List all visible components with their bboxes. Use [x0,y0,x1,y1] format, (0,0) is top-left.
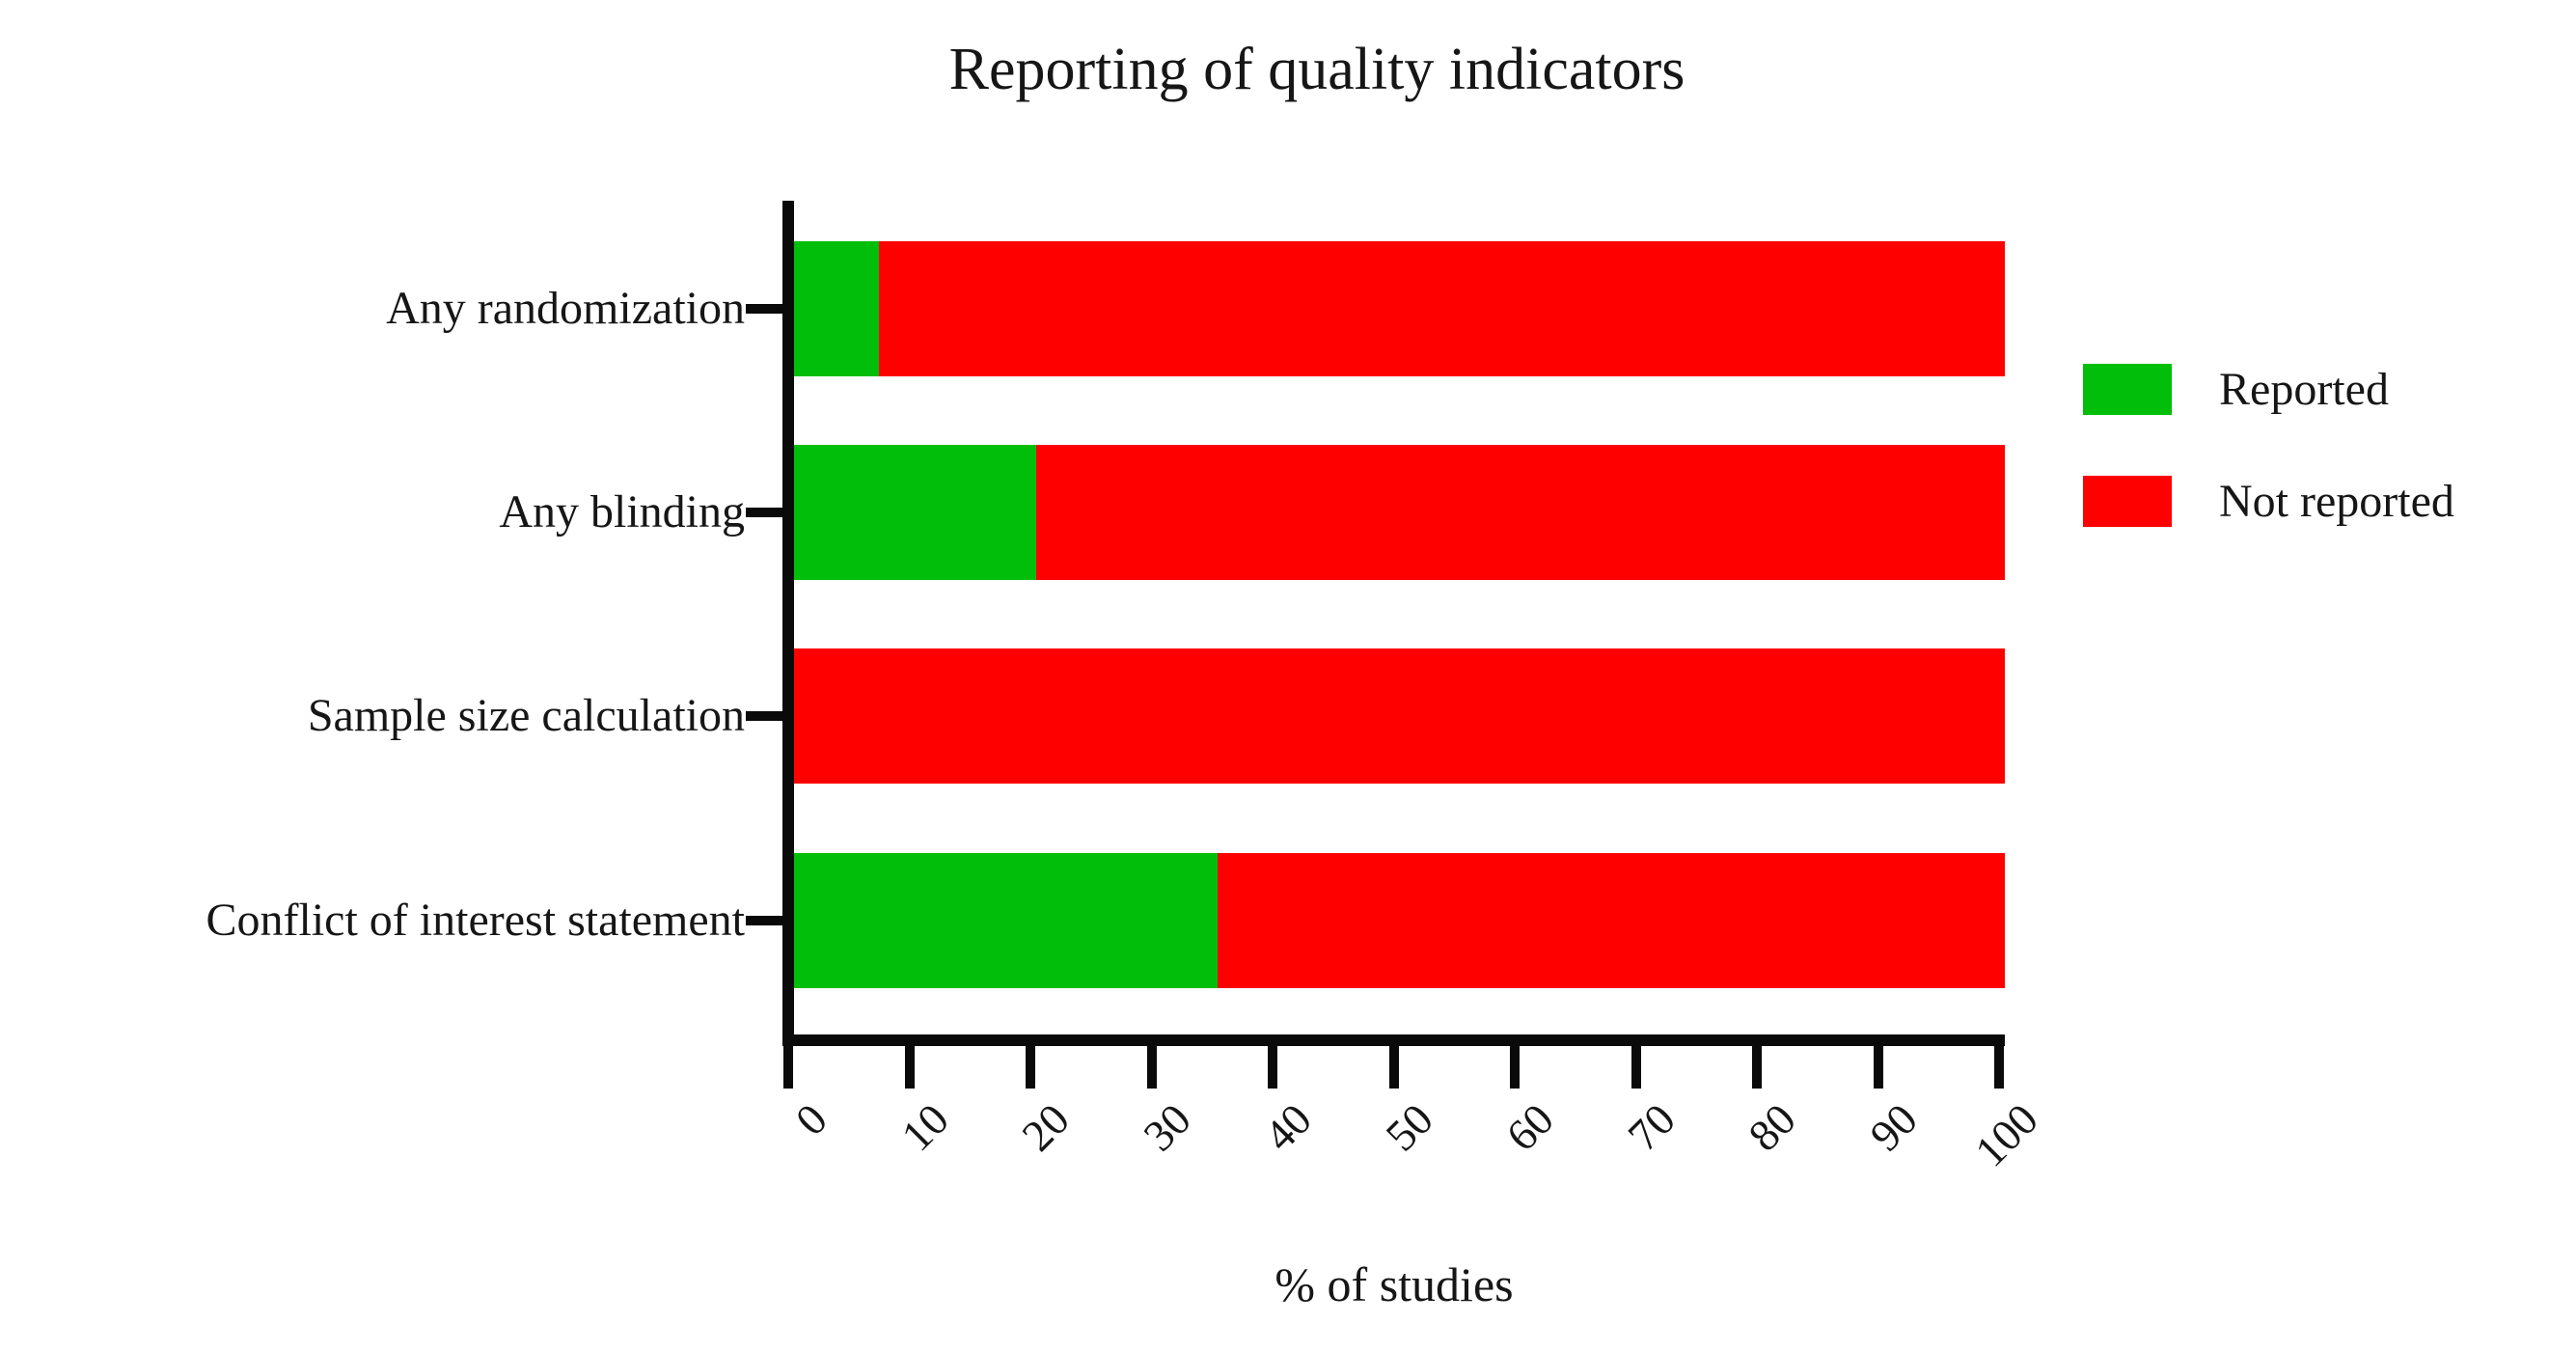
x-axis-tick [1388,1046,1399,1089]
y-axis-tick [746,304,782,314]
x-axis-tick [1631,1046,1641,1089]
y-axis-tick [746,711,782,721]
bar-segment-reported [794,853,1219,988]
legend-swatch-not-reported [2083,476,2172,527]
legend-label: Not reported [2219,476,2454,527]
bar-segment-reported [794,241,879,376]
x-axis-line [782,1034,2005,1046]
x-axis-tick [783,1046,793,1089]
category-label: Sample size calculation [307,690,745,741]
category-label: Conflict of interest statement [206,895,745,946]
x-axis-tick [1752,1046,1762,1089]
bar-segment-not-reported [1218,853,2005,988]
x-axis-tick [1026,1046,1035,1089]
bar-segment-reported [794,445,1036,580]
x-axis-tick [1510,1046,1520,1089]
y-axis-line [782,201,794,1046]
x-axis-tick [1268,1046,1277,1089]
x-axis-title: % of studies [1274,1257,1514,1311]
x-axis-tick [1994,1046,2004,1089]
chart-title: Reporting of quality indicators [948,37,1685,102]
legend-swatch-reported [2083,364,2172,415]
y-axis-tick [746,508,782,517]
y-axis-tick [746,916,782,925]
x-axis-tick [1873,1046,1883,1089]
category-label: Any randomization [386,283,745,334]
category-label: Any blinding [499,486,745,538]
x-axis-tick [904,1046,915,1089]
x-axis-tick [1146,1046,1157,1089]
bar-segment-not-reported [878,241,2005,376]
bar-segment-not-reported [794,648,2005,784]
bar-segment-not-reported [1036,445,2005,580]
legend-label: Reported [2219,364,2389,415]
